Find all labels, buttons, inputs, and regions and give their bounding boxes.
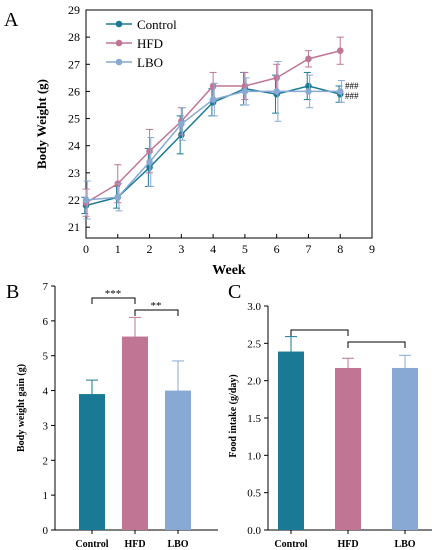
panel-label-a: A — [4, 9, 19, 31]
y-tick-label-c: 0.0 — [247, 525, 261, 537]
series-line-lbo — [85, 90, 341, 201]
y-tick-label-c: 2.5 — [247, 338, 261, 350]
category-label-hfd: HFD — [337, 539, 358, 550]
y-tick-label-a: 24 — [68, 139, 80, 153]
y-tick-label-a: 27 — [68, 57, 80, 71]
panel-label-c: C — [228, 281, 241, 303]
data-point-lbo — [336, 88, 344, 95]
data-point-lbo — [273, 88, 280, 95]
y-tick-label-b: 1 — [43, 490, 49, 502]
bars-c — [278, 329, 418, 530]
axis-ticks-c: 0.0 0.5 1.0 1.5 2.0 2.5 3.0 Control HFD LBO — [247, 301, 416, 550]
y-axis-label-a: Body Weight (g) — [34, 79, 49, 169]
y-tick-label-a: 25 — [68, 112, 80, 126]
significance-bracket-2 — [134, 309, 179, 316]
legend-marker-lbo — [115, 58, 123, 66]
data-point-hfd — [336, 47, 344, 55]
y-tick-label-c: 2.0 — [247, 376, 261, 388]
y-axis-label-c-wrap: Food intake (g/day) — [228, 374, 239, 457]
data-point-lbo — [146, 158, 153, 166]
y-tick-label-a: 29 — [68, 3, 80, 17]
x-tick-label-a: 0 — [83, 242, 89, 256]
series-layer-a — [81, 36, 345, 220]
y-tick-label-b: 0 — [43, 525, 49, 537]
comparison-bracket-2 — [347, 341, 406, 348]
y-tick-label-c: 0.5 — [247, 488, 261, 500]
legend-label-hfd: HFD — [137, 36, 163, 51]
y-axis-label-b: Body weight gain (g) — [16, 364, 27, 452]
data-point-lbo — [114, 193, 122, 201]
y-tick-label-a: 21 — [68, 220, 80, 234]
x-tick-label-a: 1 — [115, 242, 121, 256]
data-point-lbo — [241, 88, 249, 95]
plot-frame-a — [85, 9, 373, 239]
x-tick-label-a: 7 — [305, 242, 311, 256]
y-tick-label-c: 1.5 — [247, 413, 261, 425]
y-tick-label-b: 3 — [43, 420, 49, 432]
category-label-hfd: HFD — [124, 539, 145, 550]
bar-control — [278, 351, 304, 530]
panel-label-b: B — [6, 281, 19, 303]
x-tick-label-a: 3 — [178, 242, 184, 256]
y-tick-label-a: 22 — [68, 193, 80, 207]
significance-label-1: *** — [105, 288, 122, 300]
category-label-lbo: LBO — [167, 539, 188, 550]
annotation-hash-1: ### — [345, 81, 359, 91]
x-tick-label-a: 2 — [147, 242, 153, 256]
x-axis-label-a: Week — [212, 263, 246, 278]
y-tick-label-c: 3.0 — [247, 301, 261, 313]
bar-chart-body-weight-gain: B 0 1 2 3 4 5 6 7 Control HFD LBO Body weight gain… — [6, 281, 218, 550]
y-tick-label-b: 2 — [43, 455, 49, 467]
x-tick-label-a: 6 — [274, 242, 280, 256]
data-point-lbo — [82, 196, 90, 204]
data-point-hfd — [273, 74, 280, 82]
y-axis-label-c: Food intake (g/day) — [228, 374, 239, 457]
data-point-lbo — [305, 88, 312, 95]
y-tick-label-b: 5 — [43, 351, 49, 363]
category-label-control: Control — [75, 539, 108, 550]
x-tick-label-a: 5 — [242, 242, 248, 256]
legend-marker-control — [115, 20, 123, 28]
bar-chart-food-intake: C 0.0 0.5 1.0 1.5 2.0 2.5 3.0 Control HFD LBO Foo… — [228, 281, 432, 550]
y-tick-label-b: 4 — [43, 386, 49, 398]
x-tick-label-a: 8 — [337, 242, 343, 256]
y-tick-label-a: 23 — [68, 166, 80, 180]
legend-label-control: Control — [137, 17, 177, 32]
y-axis-label-a-wrap: Body Weight (g) — [34, 79, 49, 169]
category-label-control: Control — [274, 539, 307, 550]
significance-bracket-1 — [91, 297, 136, 304]
bar-control — [79, 394, 105, 530]
y-tick-label-c: 1.0 — [247, 450, 261, 462]
annotation-hash-2: ### — [345, 91, 359, 101]
y-tick-label-a: 28 — [68, 30, 80, 44]
bar-hfd — [122, 336, 148, 530]
y-tick-label-b: 6 — [43, 316, 49, 328]
bar-lbo — [165, 390, 191, 530]
legend-a: Control HFD LBO — [106, 17, 177, 70]
data-point-hfd — [305, 55, 312, 63]
y-tick-label-b: 7 — [43, 281, 49, 293]
bar-hfd — [335, 367, 361, 530]
y-axis-label-b-wrap: Body weight gain (g) — [16, 364, 27, 452]
bar-lbo — [392, 367, 418, 530]
x-tick-label-a: 9 — [369, 242, 375, 256]
data-point-lbo — [209, 96, 217, 103]
legend-label-lbo: LBO — [137, 55, 163, 70]
significance-label-2: ** — [151, 300, 162, 312]
comparison-bracket-1 — [290, 329, 349, 336]
category-label-lbo: LBO — [394, 539, 415, 550]
bars-b: ***** — [79, 288, 191, 530]
data-point-hfd — [146, 147, 153, 155]
x-tick-label-a: 4 — [210, 242, 216, 256]
data-point-lbo — [178, 120, 185, 128]
axis-ticks-b: 0 1 2 3 4 5 6 7 Control HFD LBO — [43, 281, 189, 550]
legend-marker-hfd — [115, 39, 123, 47]
y-tick-label-a: 26 — [68, 84, 80, 98]
